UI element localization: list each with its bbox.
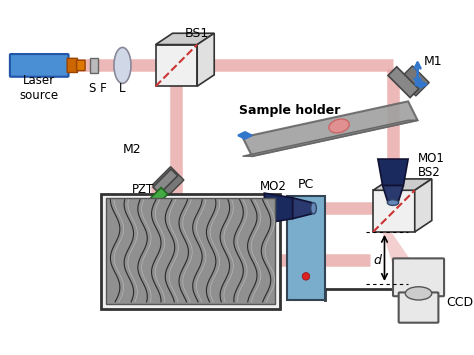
Text: M2: M2: [123, 143, 141, 156]
Polygon shape: [378, 159, 408, 186]
Polygon shape: [197, 33, 214, 86]
Polygon shape: [373, 179, 432, 190]
Text: M1: M1: [424, 55, 443, 68]
FancyBboxPatch shape: [399, 293, 438, 323]
FancyBboxPatch shape: [77, 60, 85, 71]
Text: MO2: MO2: [260, 180, 287, 193]
Text: PC: PC: [298, 178, 314, 191]
Text: L: L: [119, 82, 126, 95]
Polygon shape: [383, 186, 403, 201]
Polygon shape: [155, 33, 214, 45]
Text: Laser
source: Laser source: [19, 74, 59, 102]
Polygon shape: [243, 102, 418, 156]
FancyBboxPatch shape: [67, 58, 78, 72]
FancyBboxPatch shape: [393, 258, 444, 296]
Text: BS1: BS1: [185, 27, 210, 40]
Polygon shape: [293, 198, 311, 219]
Text: S F: S F: [89, 82, 107, 95]
FancyBboxPatch shape: [90, 58, 98, 72]
Polygon shape: [399, 66, 429, 96]
FancyBboxPatch shape: [106, 198, 275, 304]
FancyBboxPatch shape: [10, 54, 69, 77]
Polygon shape: [243, 120, 418, 156]
Circle shape: [302, 273, 310, 280]
Polygon shape: [149, 187, 168, 206]
Polygon shape: [153, 166, 184, 198]
Polygon shape: [264, 193, 293, 223]
Text: CCD: CCD: [446, 296, 473, 309]
Text: PZT: PZT: [132, 183, 155, 196]
Polygon shape: [388, 67, 419, 98]
FancyBboxPatch shape: [287, 196, 325, 300]
Text: MO1: MO1: [418, 152, 445, 165]
Text: d: d: [373, 254, 381, 267]
Polygon shape: [155, 45, 197, 86]
Ellipse shape: [329, 119, 349, 133]
Polygon shape: [415, 179, 432, 232]
Ellipse shape: [405, 287, 432, 300]
Ellipse shape: [310, 203, 316, 214]
Ellipse shape: [114, 48, 131, 83]
FancyBboxPatch shape: [100, 194, 281, 310]
Polygon shape: [373, 190, 415, 232]
Text: Sample holder: Sample holder: [239, 104, 341, 117]
Polygon shape: [153, 169, 178, 194]
Ellipse shape: [387, 200, 399, 206]
Text: BS2: BS2: [418, 166, 440, 179]
Polygon shape: [375, 208, 427, 284]
